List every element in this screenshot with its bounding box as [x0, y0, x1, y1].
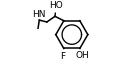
Text: HO: HO: [49, 1, 63, 10]
Text: F: F: [60, 52, 65, 61]
Text: HN: HN: [32, 10, 46, 19]
Text: OH: OH: [76, 51, 90, 60]
